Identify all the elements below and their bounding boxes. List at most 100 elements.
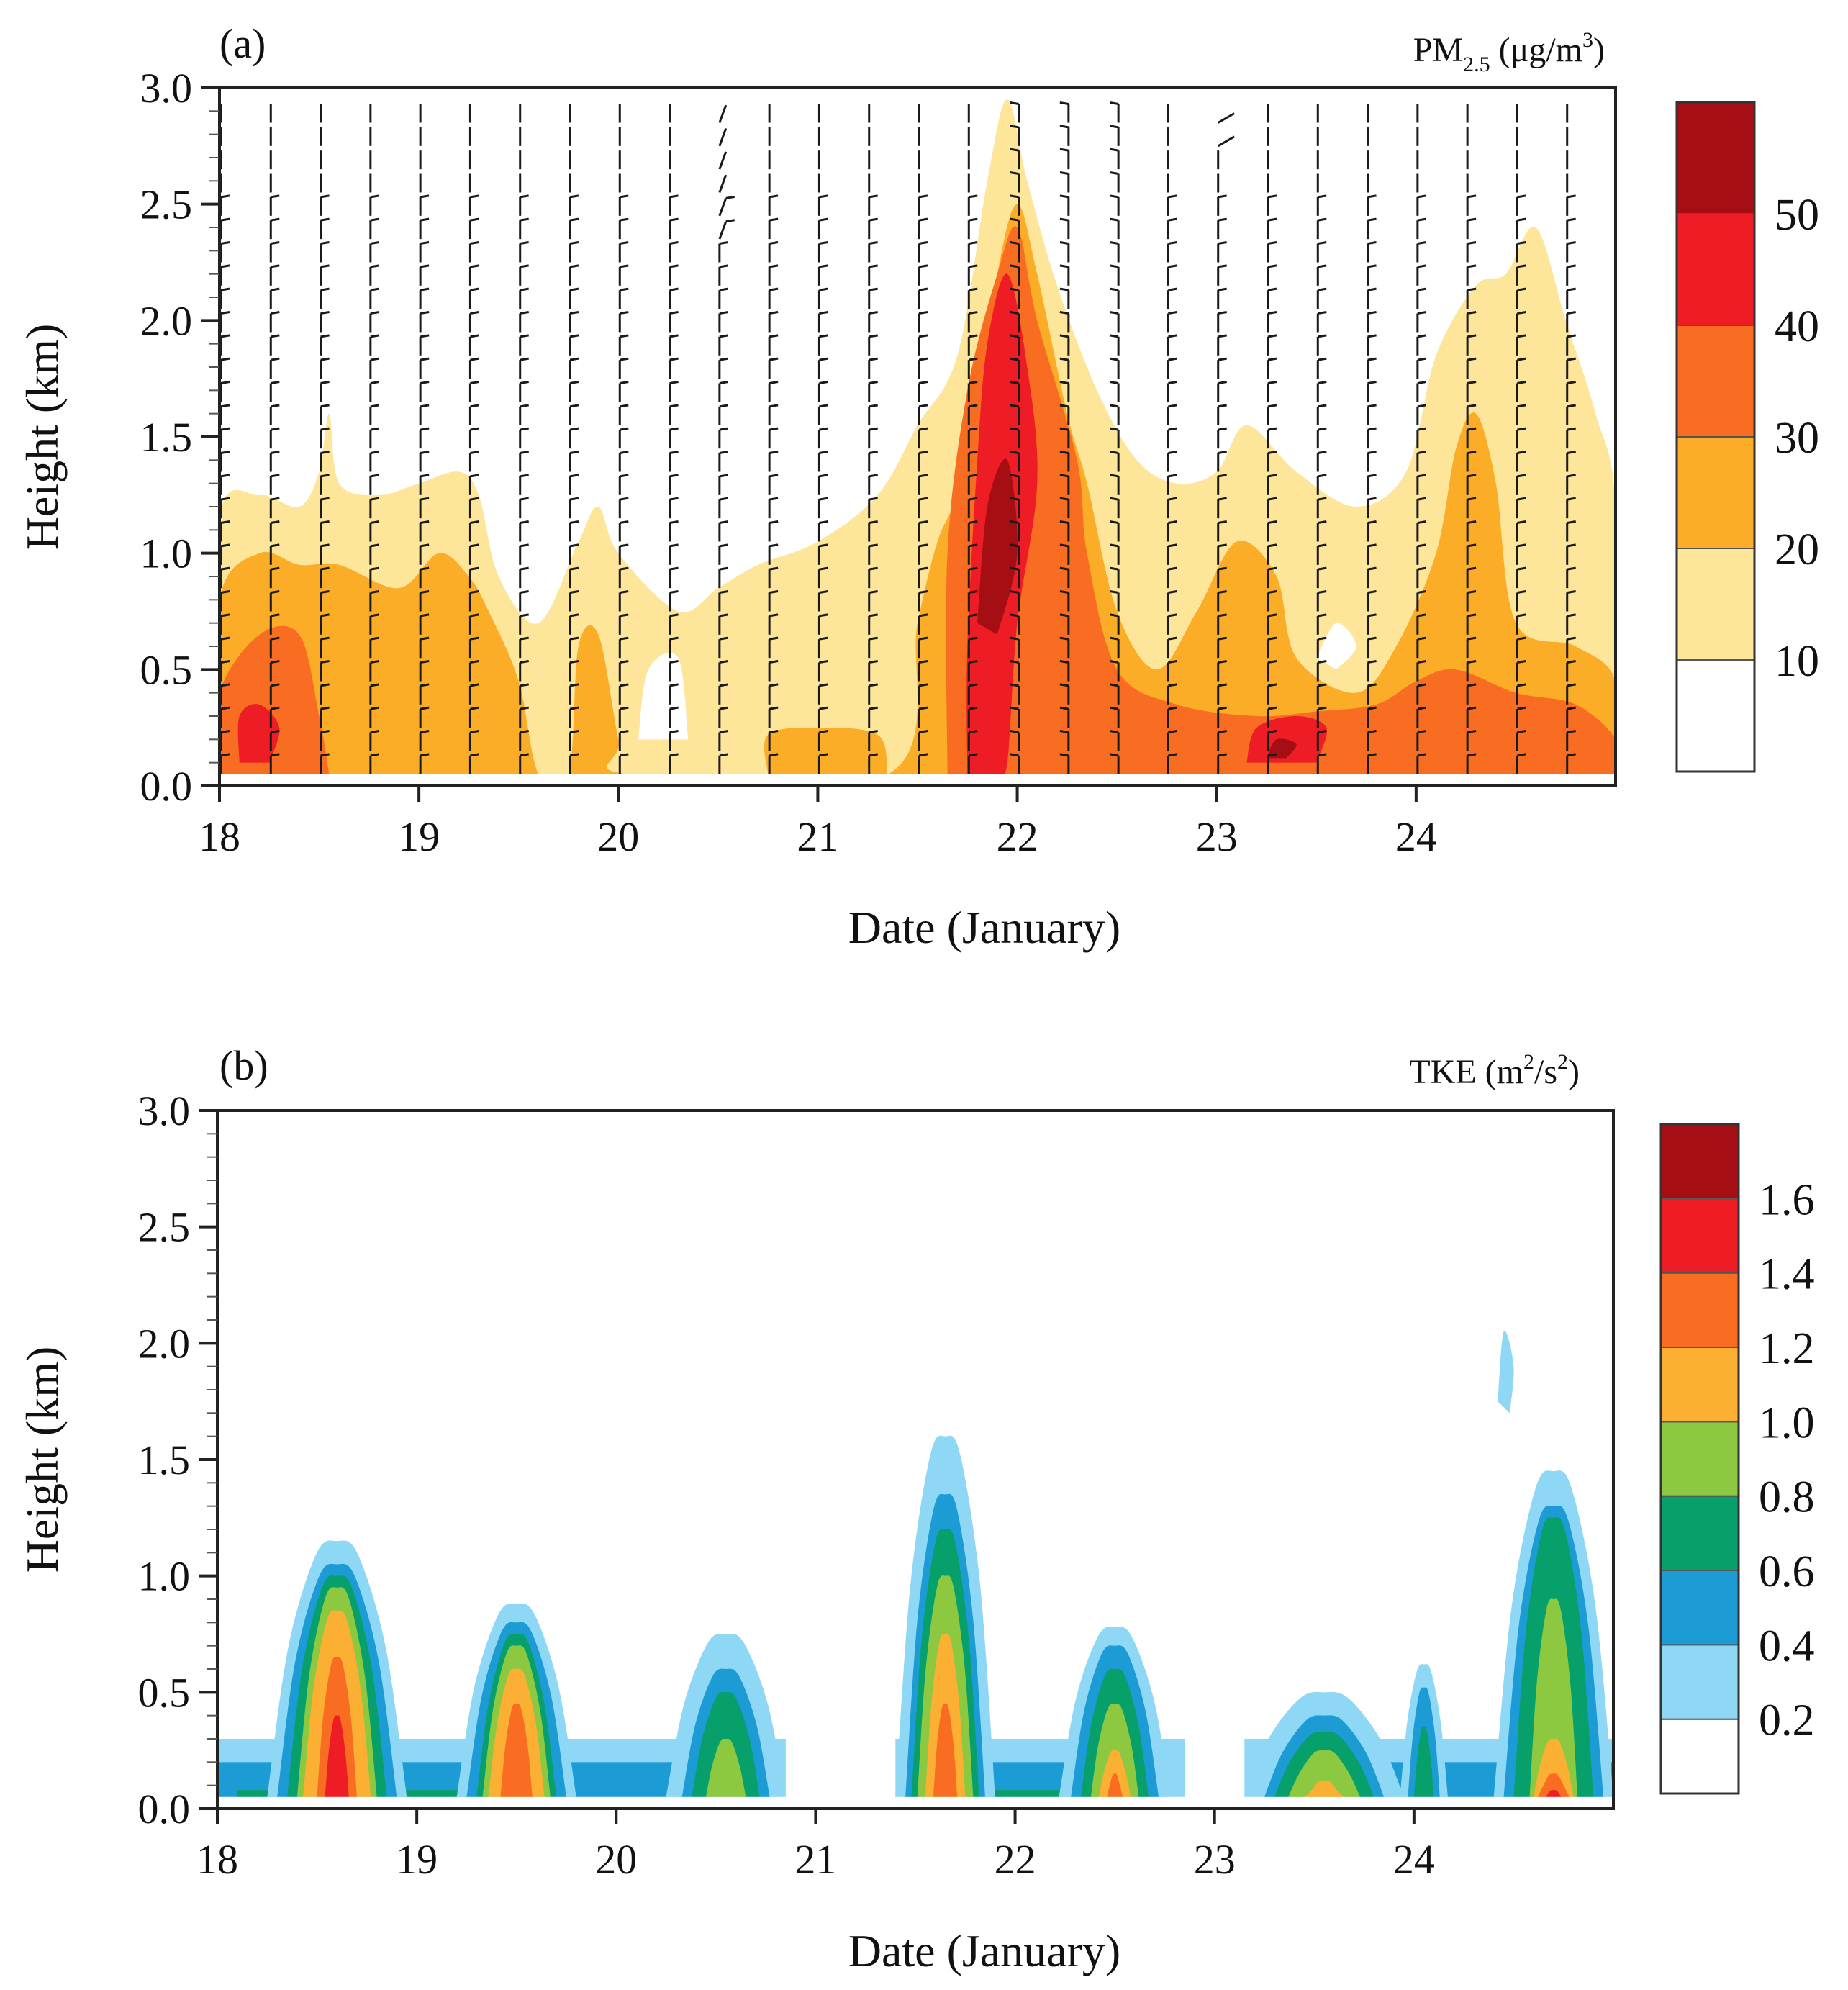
wind-barb-flag: [1010, 753, 1019, 757]
wind-barb-flag: [520, 311, 529, 315]
panel-a-xlabel: Date (January): [848, 902, 1120, 953]
panel-b-colorbar-label: 0.2: [1759, 1696, 1815, 1745]
wind-barb-flag: [470, 590, 479, 594]
wind-barb-flag: [1417, 636, 1427, 641]
wind-barb-flag: [918, 590, 928, 594]
wind-barb-flag: [1367, 566, 1377, 571]
wind-barb-flag: [620, 451, 629, 454]
wind-barb-flag: [1417, 427, 1427, 431]
wind-barb-flag: [1010, 194, 1019, 199]
wind-barb-flag: [220, 520, 230, 524]
wind-barb-flag: [1010, 241, 1019, 245]
wind-barb-flag: [918, 753, 928, 757]
wind-barb-flag: [1517, 241, 1526, 245]
wind-barb-flag: [1417, 311, 1427, 315]
wind-barb-flag: [1417, 613, 1427, 618]
wind-barb-flag: [969, 287, 978, 291]
wind-barb-flag: [370, 357, 380, 361]
wind-barb-flag: [1417, 357, 1427, 361]
wind-barb-flag: [969, 217, 978, 222]
wind-barb-flag: [1010, 148, 1019, 152]
wind-barb-flag: [620, 357, 629, 361]
wind-barb-flag: [719, 566, 729, 571]
wind-barb-flag: [869, 381, 878, 384]
wind-barb-flag: [220, 311, 230, 315]
wind-barb: [718, 151, 728, 170]
wind-barb-flag: [1567, 381, 1576, 384]
wind-barb-flag: [470, 334, 479, 338]
wind-barb-flag: [1109, 474, 1119, 478]
wind-barb-flag: [869, 287, 878, 291]
wind-barb-flag: [819, 334, 828, 338]
wind-barb-flag: [1318, 636, 1327, 641]
wind-barb-flag: [1218, 381, 1227, 384]
wind-barb-flag: [869, 427, 878, 431]
panel-b-x-tick-label: 22: [995, 1836, 1036, 1883]
wind-barb-flag: [1318, 287, 1327, 291]
wind-barb-flag: [969, 636, 978, 641]
wind-barb-flag: [819, 613, 828, 618]
wind-barb-flag: [1059, 730, 1069, 733]
wind-barb-flag: [918, 683, 928, 687]
wind-barb-flag: [1218, 613, 1227, 618]
wind-barb-flag: [1168, 706, 1177, 710]
wind-barb-flag: [620, 404, 629, 408]
wind-barb-flag: [1417, 497, 1427, 501]
wind-barb-flag: [719, 520, 729, 524]
wind-barb-flag: [669, 287, 679, 291]
wind-barb-flag: [1267, 543, 1277, 548]
wind-barb-flag: [271, 497, 280, 501]
wind-barb-flag: [669, 241, 679, 245]
wind-barb-flag: [918, 660, 928, 664]
wind-barb-flag: [1567, 217, 1576, 222]
wind-barb-flag: [569, 566, 579, 571]
wind-barb-flag: [719, 636, 729, 641]
wind-barb-flag: [969, 497, 978, 501]
wind-barb: [718, 104, 728, 124]
wind-barb-flag: [420, 287, 430, 291]
panel-b-y-tick-label: 1.5: [138, 1437, 191, 1483]
wind-barb-flag: [1109, 451, 1119, 454]
wind-barb-flag: [1567, 287, 1576, 291]
wind-barb-flag: [1010, 636, 1019, 641]
wind-barb-flag: [669, 194, 679, 199]
wind-barb-flag: [719, 660, 729, 664]
tke-peak-6-level-0.6: [1413, 1727, 1434, 1797]
panel-b-colorbar-cell: [1660, 1421, 1739, 1497]
wind-barb-flag: [370, 311, 380, 315]
wind-barb-flag: [370, 451, 380, 454]
pm25-clean-pocket-0: [638, 652, 689, 740]
wind-barb: [718, 197, 728, 217]
wind-barb-flag: [1010, 497, 1019, 501]
wind-barb-flag: [719, 543, 729, 548]
wind-barb-flag: [1168, 287, 1177, 291]
wind-barb-flag: [370, 381, 380, 384]
wind-barb-flag: [271, 613, 280, 618]
wind-barb-flag: [669, 264, 679, 268]
wind-barb-flag: [370, 683, 380, 687]
wind-barb-flag: [1367, 474, 1377, 478]
wind-barb-flag: [1109, 660, 1119, 664]
wind-barb-flag: [520, 706, 529, 710]
wind-barb-flag: [1010, 334, 1019, 338]
wind-barb-flag: [819, 404, 828, 408]
wind-barb-flag: [320, 311, 330, 315]
wind-barb-flag: [1367, 217, 1377, 222]
wind-barb-flag: [769, 427, 779, 431]
wind-barb-flag: [620, 566, 629, 571]
wind-barb-flag: [320, 590, 330, 594]
wind-barb-flag: [1168, 590, 1177, 594]
wind-barb-flag: [1567, 194, 1576, 199]
wind-barb-flag: [320, 287, 330, 291]
wind-barb-flag: [1010, 730, 1019, 733]
wind-barb-flag: [669, 613, 679, 618]
wind-barb-flag: [470, 660, 479, 664]
wind-barb-flag: [725, 219, 735, 223]
panel-b-colorbar-label: 1.0: [1759, 1398, 1815, 1447]
wind-barb-flag: [918, 427, 928, 431]
wind-barb-flag: [719, 613, 729, 618]
wind-barb-flag: [769, 753, 779, 757]
wind-barb-flag: [370, 427, 380, 431]
wind-barb-flag: [918, 404, 928, 408]
wind-barb-flag: [1318, 451, 1327, 454]
